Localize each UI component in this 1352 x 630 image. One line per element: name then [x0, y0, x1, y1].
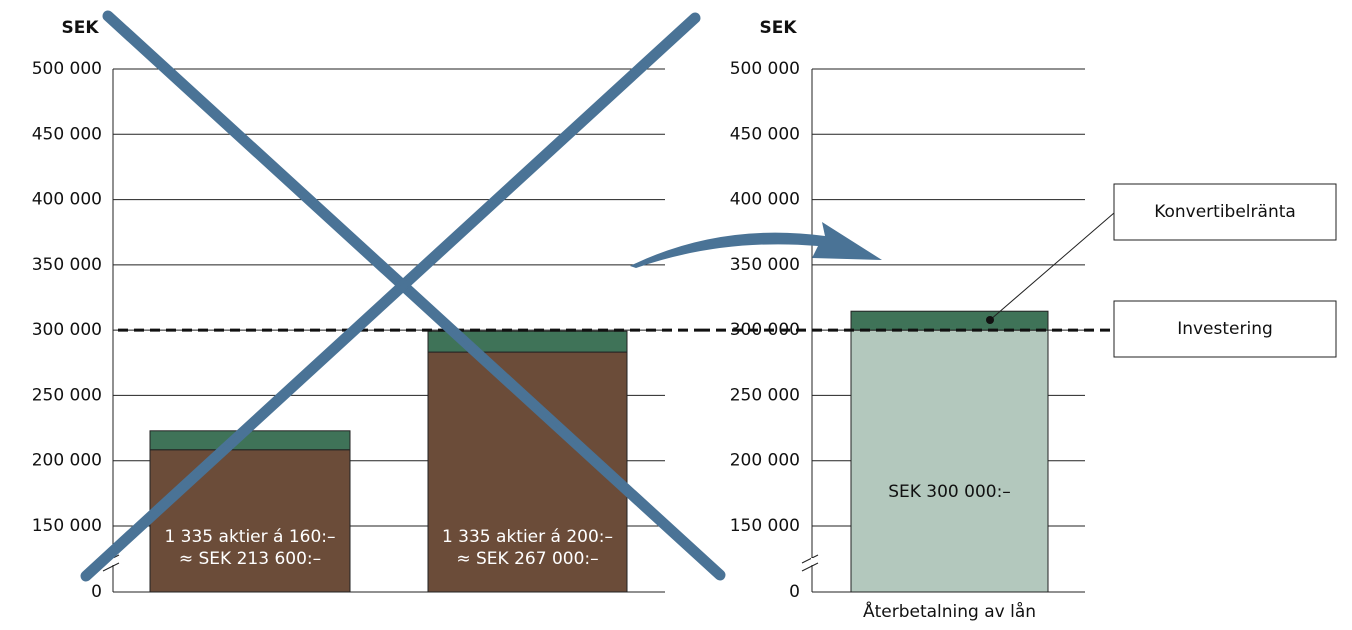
- y-tick-label: 500 000: [730, 59, 800, 79]
- y-tick-label: 450 000: [730, 124, 800, 144]
- bar-segment: [150, 431, 350, 450]
- y-tick-label: 450 000: [32, 124, 102, 144]
- bar-segment: [851, 311, 1048, 330]
- bar-label: ≈ SEK 267 000:–: [456, 549, 598, 569]
- y-tick-label: 400 000: [32, 190, 102, 210]
- y-tick-label: 300 000: [32, 320, 102, 340]
- x-tick-label: Återbetalning av lån: [863, 600, 1036, 622]
- axis-break: [802, 555, 818, 563]
- y-tick-label: 150 000: [730, 516, 800, 536]
- bar-label: ≈ SEK 213 600:–: [179, 549, 321, 569]
- bar-segment: [150, 450, 350, 592]
- y-tick-label: 400 000: [730, 190, 800, 210]
- chart: SEK 0 150 000 200 000 250 000 300 000 350 000 4…: [0, 0, 1352, 630]
- y-axis-label: SEK: [61, 18, 99, 38]
- leader-dot: [986, 316, 994, 324]
- y-tick-label: 0: [789, 582, 800, 602]
- y-tick-label: 500 000: [32, 59, 102, 79]
- y-tick-label: 250 000: [730, 385, 800, 405]
- y-tick-label: 350 000: [32, 255, 102, 275]
- y-tick-label: 150 000: [32, 516, 102, 536]
- axis-break: [802, 563, 818, 571]
- cross-out: [86, 16, 720, 576]
- bar-label: 1 335 aktier á 160:–: [164, 527, 335, 547]
- leader-line: [990, 213, 1114, 320]
- callout-label: Konvertibelränta: [1154, 202, 1296, 222]
- y-tick-label: 0: [91, 582, 102, 602]
- y-tick-label: 200 000: [730, 451, 800, 471]
- axis-break-gap: [811, 558, 813, 565]
- bar-label: SEK 300 000:–: [888, 482, 1011, 502]
- y-tick-label: 350 000: [730, 255, 800, 275]
- y-tick-label: 250 000: [32, 385, 102, 405]
- y-axis-label: SEK: [759, 18, 797, 38]
- y-tick-label: 200 000: [32, 451, 102, 471]
- callout-label: Investering: [1177, 319, 1273, 339]
- bar-segment: [851, 330, 1048, 592]
- bar-label: 1 335 aktier á 200:–: [442, 527, 613, 547]
